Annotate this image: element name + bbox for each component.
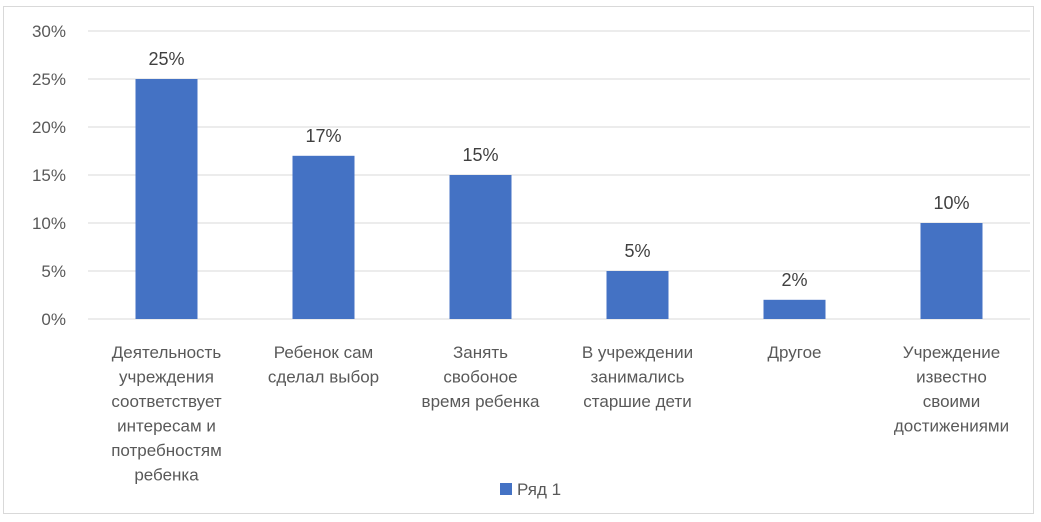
category-label: Занять xyxy=(453,343,508,362)
y-tick-label: 5% xyxy=(41,262,66,281)
data-label: 25% xyxy=(148,49,184,69)
data-label: 17% xyxy=(305,126,341,146)
category-label: известно xyxy=(916,368,987,387)
data-label: 5% xyxy=(624,241,650,261)
bar xyxy=(135,79,198,319)
bar xyxy=(763,299,826,319)
data-labels: 25% 17% 15% 5% 2% 10% xyxy=(148,49,969,290)
y-tick-label: 20% xyxy=(32,118,66,137)
legend: Ряд 1 xyxy=(500,480,561,499)
category-labels: Деятельность учреждения соответствует интер… xyxy=(111,343,1009,485)
category-label: учреждения xyxy=(119,368,214,387)
bar xyxy=(606,271,669,319)
gridlines xyxy=(88,30,1030,320)
y-tick-label: 25% xyxy=(32,70,66,89)
category-label: потребностям xyxy=(111,441,222,460)
category-label: В учреждении xyxy=(582,343,693,362)
category-label: соответствует xyxy=(111,392,221,411)
category-label: ребенка xyxy=(134,466,199,485)
y-tick-label: 10% xyxy=(32,214,66,233)
y-tick-label: 15% xyxy=(32,166,66,185)
data-label: 2% xyxy=(781,270,807,290)
category-label: сделал выбор xyxy=(268,368,379,387)
bar xyxy=(292,155,355,319)
category-label: Ребенок сам xyxy=(274,343,374,362)
bars xyxy=(135,79,983,319)
data-label: 10% xyxy=(933,193,969,213)
y-tick-label: 30% xyxy=(32,22,66,41)
category-label: Деятельность xyxy=(112,343,222,362)
y-tick-label: 0% xyxy=(41,310,66,329)
y-axis-ticks: 0% 5% 10% 15% 20% 25% 30% xyxy=(32,22,66,329)
category-label: своими xyxy=(923,392,980,411)
bar xyxy=(449,175,512,319)
category-label: Учреждение xyxy=(903,343,1000,362)
category-label: интересам и xyxy=(117,417,216,436)
category-label: достижениями xyxy=(894,417,1009,436)
category-label: Другое xyxy=(767,343,821,362)
data-label: 15% xyxy=(462,145,498,165)
category-label: свобоное xyxy=(443,368,517,387)
category-label: занимались xyxy=(590,368,684,387)
legend-swatch xyxy=(500,483,512,495)
category-label: время ребенка xyxy=(422,392,540,411)
legend-label: Ряд 1 xyxy=(517,480,561,499)
bar xyxy=(920,223,983,319)
category-label: старшие дети xyxy=(583,392,691,411)
